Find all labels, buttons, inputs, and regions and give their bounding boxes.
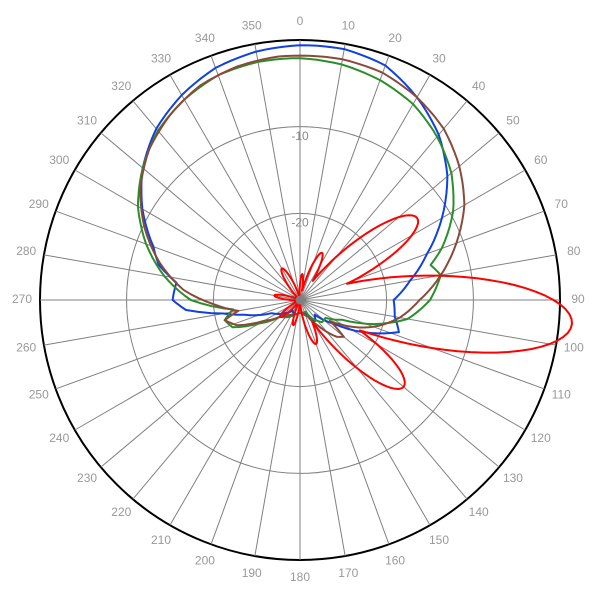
angle-tick-label: 70 [555,197,569,211]
angle-tick-label: 180 [290,570,310,584]
angle-tick-label: 20 [388,31,402,45]
angle-tick-label: 110 [552,387,571,401]
angle-tick-label: 320 [111,79,131,93]
angle-tick-label: 10 [342,18,356,32]
angle-tick-label: 40 [472,79,486,93]
angle-tick-label: 120 [531,431,551,445]
angle-tick-label: 330 [151,51,171,65]
radial-tick-label: -10 [291,129,309,143]
angle-tick-label: 80 [567,244,581,258]
angle-tick-label: 290 [29,197,49,211]
angle-tick-label: 220 [111,505,131,519]
radial-tick-label: -20 [291,216,309,230]
polar-chart: 0 10 20 30 40 50 60 70 80 90 100 110 120 130 140 150 160… [0,0,600,600]
angle-tick-label: 190 [242,566,262,580]
angle-tick-label: 200 [195,553,215,567]
angle-tick-label: 160 [385,553,405,567]
angle-tick-label: 90 [571,292,585,306]
angle-tick-label: 310 [77,113,97,127]
angle-tick-label: 300 [49,153,69,167]
angle-tick-label: 250 [29,387,49,401]
angle-tick-label: 340 [195,31,215,45]
angle-tick-label: 170 [338,566,358,580]
angle-tick-label: 270 [12,292,32,306]
angle-tick-label: 0 [297,14,304,28]
angle-tick-label: 30 [432,51,446,65]
angle-tick-label: 130 [503,471,523,485]
angle-tick-label: 60 [534,153,548,167]
angle-tick-label: 50 [506,113,520,127]
angle-tick-label: 100 [564,340,584,354]
angle-tick-label: 210 [151,533,171,547]
angle-tick-label: 350 [242,18,262,32]
angle-tick-label: 150 [429,533,449,547]
angle-tick-label: 260 [16,340,36,354]
angle-tick-label: 240 [49,431,69,445]
angle-tick-label: 230 [77,471,97,485]
angle-tick-label: 140 [469,505,489,519]
angle-tick-label: 280 [16,244,36,258]
